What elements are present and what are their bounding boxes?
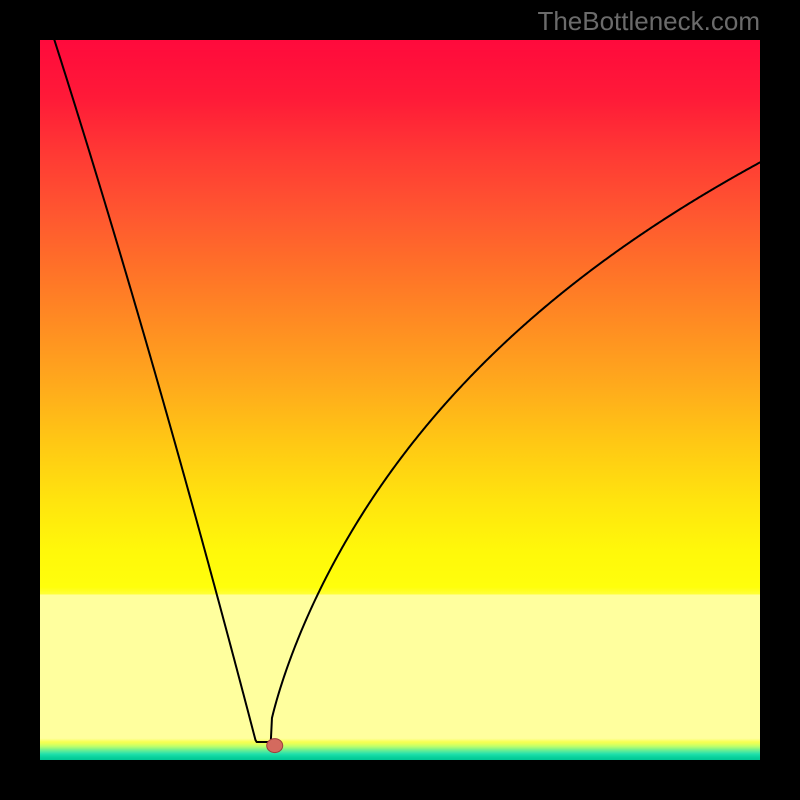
watermark-text: TheBottleneck.com: [537, 6, 760, 37]
optimum-marker: [267, 739, 283, 753]
chart-svg: [0, 0, 800, 800]
bottleneck-curve: [54, 40, 760, 742]
